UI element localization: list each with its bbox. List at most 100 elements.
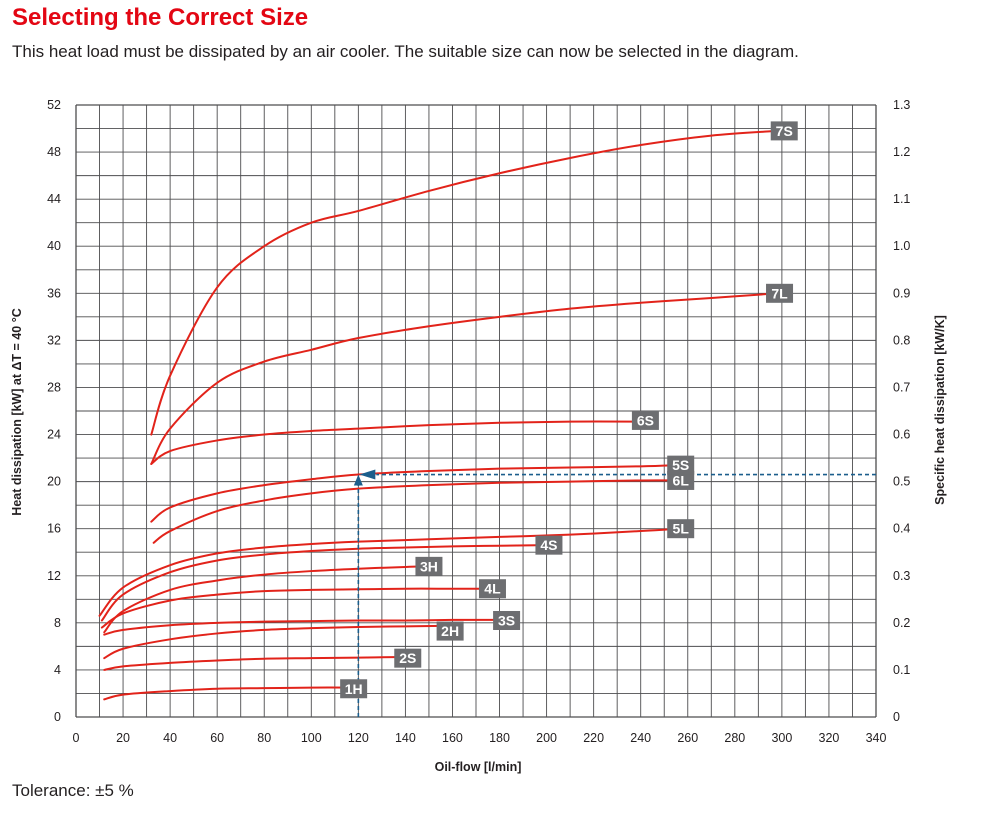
curve-label-3s: 3S	[493, 610, 521, 630]
series-line-1h	[103, 686, 360, 701]
y-right-tick-label: 0.7	[893, 380, 910, 394]
x-axis-title: Oil-flow [l/min]	[435, 760, 522, 774]
y-right-tick-label: 0.9	[893, 286, 910, 300]
series-line-3s	[103, 618, 501, 636]
curve-label-box	[478, 579, 506, 599]
y-right-tick-label: 1.2	[893, 145, 910, 159]
x-tick-label: 100	[301, 731, 322, 745]
series-line-6s	[150, 420, 642, 465]
x-tick-label: 340	[866, 731, 887, 745]
y-tick-label: 4	[54, 663, 61, 677]
y-right-tick-label: 0.6	[893, 428, 910, 442]
curve-label-2s: 2S	[394, 648, 422, 668]
curve-label-6s: 6S	[631, 410, 659, 430]
x-tick-label: 160	[442, 731, 463, 745]
curve-label-text: 4S	[540, 537, 557, 553]
x-tick-label: 180	[489, 731, 510, 745]
curve-label-box	[766, 283, 794, 303]
curve-label-text: 5L	[673, 521, 690, 537]
curve-label-text: 7L	[771, 285, 788, 301]
x-tick-label: 20	[116, 731, 130, 745]
marker-arrow-left	[359, 469, 376, 480]
x-tick-label: 260	[677, 731, 698, 745]
y-right-tick-label: 0.5	[893, 475, 910, 489]
curve-label-box	[415, 556, 443, 576]
x-tick-label: 240	[630, 731, 651, 745]
x-tick-label: 220	[583, 731, 604, 745]
series-line-3h	[103, 565, 430, 634]
curve-label-box	[340, 679, 368, 699]
series-line-5l	[98, 527, 680, 617]
series-line-4l	[100, 587, 501, 629]
y-right-tick-label: 0	[893, 710, 900, 724]
y-right-tick-label: 1.0	[893, 239, 910, 253]
x-tick-label: 320	[819, 731, 840, 745]
y-right-axis-title: Specific heat dissipation [kW/K]	[933, 315, 947, 505]
y-right-tick-label: 1.1	[893, 192, 910, 206]
y-tick-label: 16	[47, 522, 61, 536]
page-title: Selecting the Correct Size	[12, 4, 309, 31]
x-tick-label: 300	[771, 731, 792, 745]
x-tick-label: 120	[348, 731, 369, 745]
curve-label-2h: 2H	[436, 621, 464, 641]
y-right-tick-label: 0.1	[893, 663, 910, 677]
curve-label-box	[667, 455, 695, 475]
curve-label-text: 2H	[441, 623, 459, 639]
curve-label-box	[667, 519, 695, 539]
series-line-7l	[150, 292, 779, 465]
curve-label-4s: 4S	[535, 535, 563, 555]
curve-label-box	[631, 410, 659, 430]
curve-label-5s: 5S	[667, 455, 695, 475]
x-tick-label: 0	[73, 731, 80, 745]
y-right-tick-label: 1.3	[893, 98, 910, 112]
curve-label-box	[436, 621, 464, 641]
y-tick-label: 24	[47, 428, 61, 442]
y-tick-label: 52	[47, 98, 61, 112]
curve-label-text: 4L	[484, 581, 501, 597]
x-tick-label: 200	[536, 731, 557, 745]
chart-grid	[75, 104, 877, 718]
y-tick-label: 48	[47, 145, 61, 159]
curve-label-7s: 7S	[770, 121, 798, 141]
chart-curves	[98, 129, 779, 701]
y-tick-label: 32	[47, 333, 61, 347]
x-tick-label: 80	[257, 731, 271, 745]
curve-label-1h: 1H	[340, 679, 368, 699]
tolerance-note: Tolerance: ±5 %	[12, 781, 134, 800]
curve-label-box	[535, 535, 563, 555]
y-tick-label: 0	[54, 710, 61, 724]
y-tick-label: 36	[47, 286, 61, 300]
curve-label-6l: 6L	[667, 470, 695, 490]
series-line-7s	[150, 129, 779, 436]
curve-label-text: 7S	[776, 123, 793, 139]
curve-label-3h: 3H	[415, 556, 443, 576]
curve-label-text: 2S	[399, 650, 416, 666]
y-tick-label: 8	[54, 616, 61, 630]
curve-label-box	[493, 610, 521, 630]
series-line-4s	[100, 544, 548, 622]
chart-ticks: 0 20 40 60 80 100 120 140 160 180 200 220 240 260 280 3…	[47, 98, 910, 745]
y-right-tick-label: 0.3	[893, 569, 910, 583]
curve-label-text: 6S	[637, 412, 654, 428]
curve-label-box	[770, 121, 798, 141]
x-tick-label: 140	[395, 731, 416, 745]
series-line-2h	[103, 624, 454, 660]
curve-label-text: 6L	[673, 472, 690, 488]
x-tick-label: 280	[724, 731, 745, 745]
y-tick-label: 44	[47, 192, 61, 206]
y-tick-label: 12	[47, 569, 61, 583]
curve-label-5l: 5L	[667, 519, 695, 539]
example-marker	[353, 469, 876, 717]
series-line-2s	[103, 655, 407, 671]
curve-label-text: 3H	[420, 558, 438, 574]
y-right-tick-label: 0.2	[893, 616, 910, 630]
y-tick-label: 20	[47, 475, 61, 489]
curve-label-box	[667, 470, 695, 490]
page-subtitle: This heat load must be dissipated by an …	[12, 42, 799, 61]
y-right-tick-label: 0.4	[893, 522, 910, 536]
curve-label-4l: 4L	[478, 579, 506, 599]
series-line-5s	[150, 464, 680, 523]
curve-label-text: 3S	[498, 612, 515, 628]
